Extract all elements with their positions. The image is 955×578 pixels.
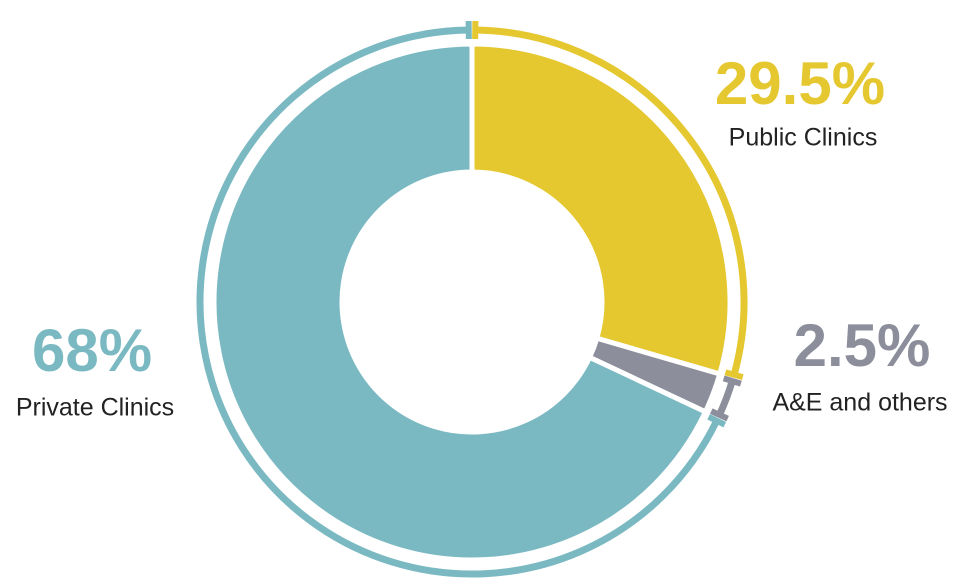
category-label: Private Clinics bbox=[16, 394, 174, 422]
category-label: A&E and others bbox=[772, 389, 947, 417]
value-label: 2.5% bbox=[794, 312, 931, 379]
category-label: Public Clinics bbox=[729, 124, 878, 152]
bracket-tick bbox=[710, 408, 729, 422]
value-label: 68% bbox=[32, 317, 152, 384]
outer-bracket bbox=[716, 379, 736, 417]
outer-bracket bbox=[475, 26, 748, 376]
bracket-tick bbox=[707, 414, 727, 428]
value-label: 29.5% bbox=[715, 50, 885, 117]
bracket-tick bbox=[724, 369, 744, 381]
outer-bracket bbox=[196, 26, 720, 578]
donut-segment bbox=[211, 41, 709, 563]
donut-segment bbox=[469, 41, 733, 378]
bracket-tick bbox=[722, 375, 742, 387]
